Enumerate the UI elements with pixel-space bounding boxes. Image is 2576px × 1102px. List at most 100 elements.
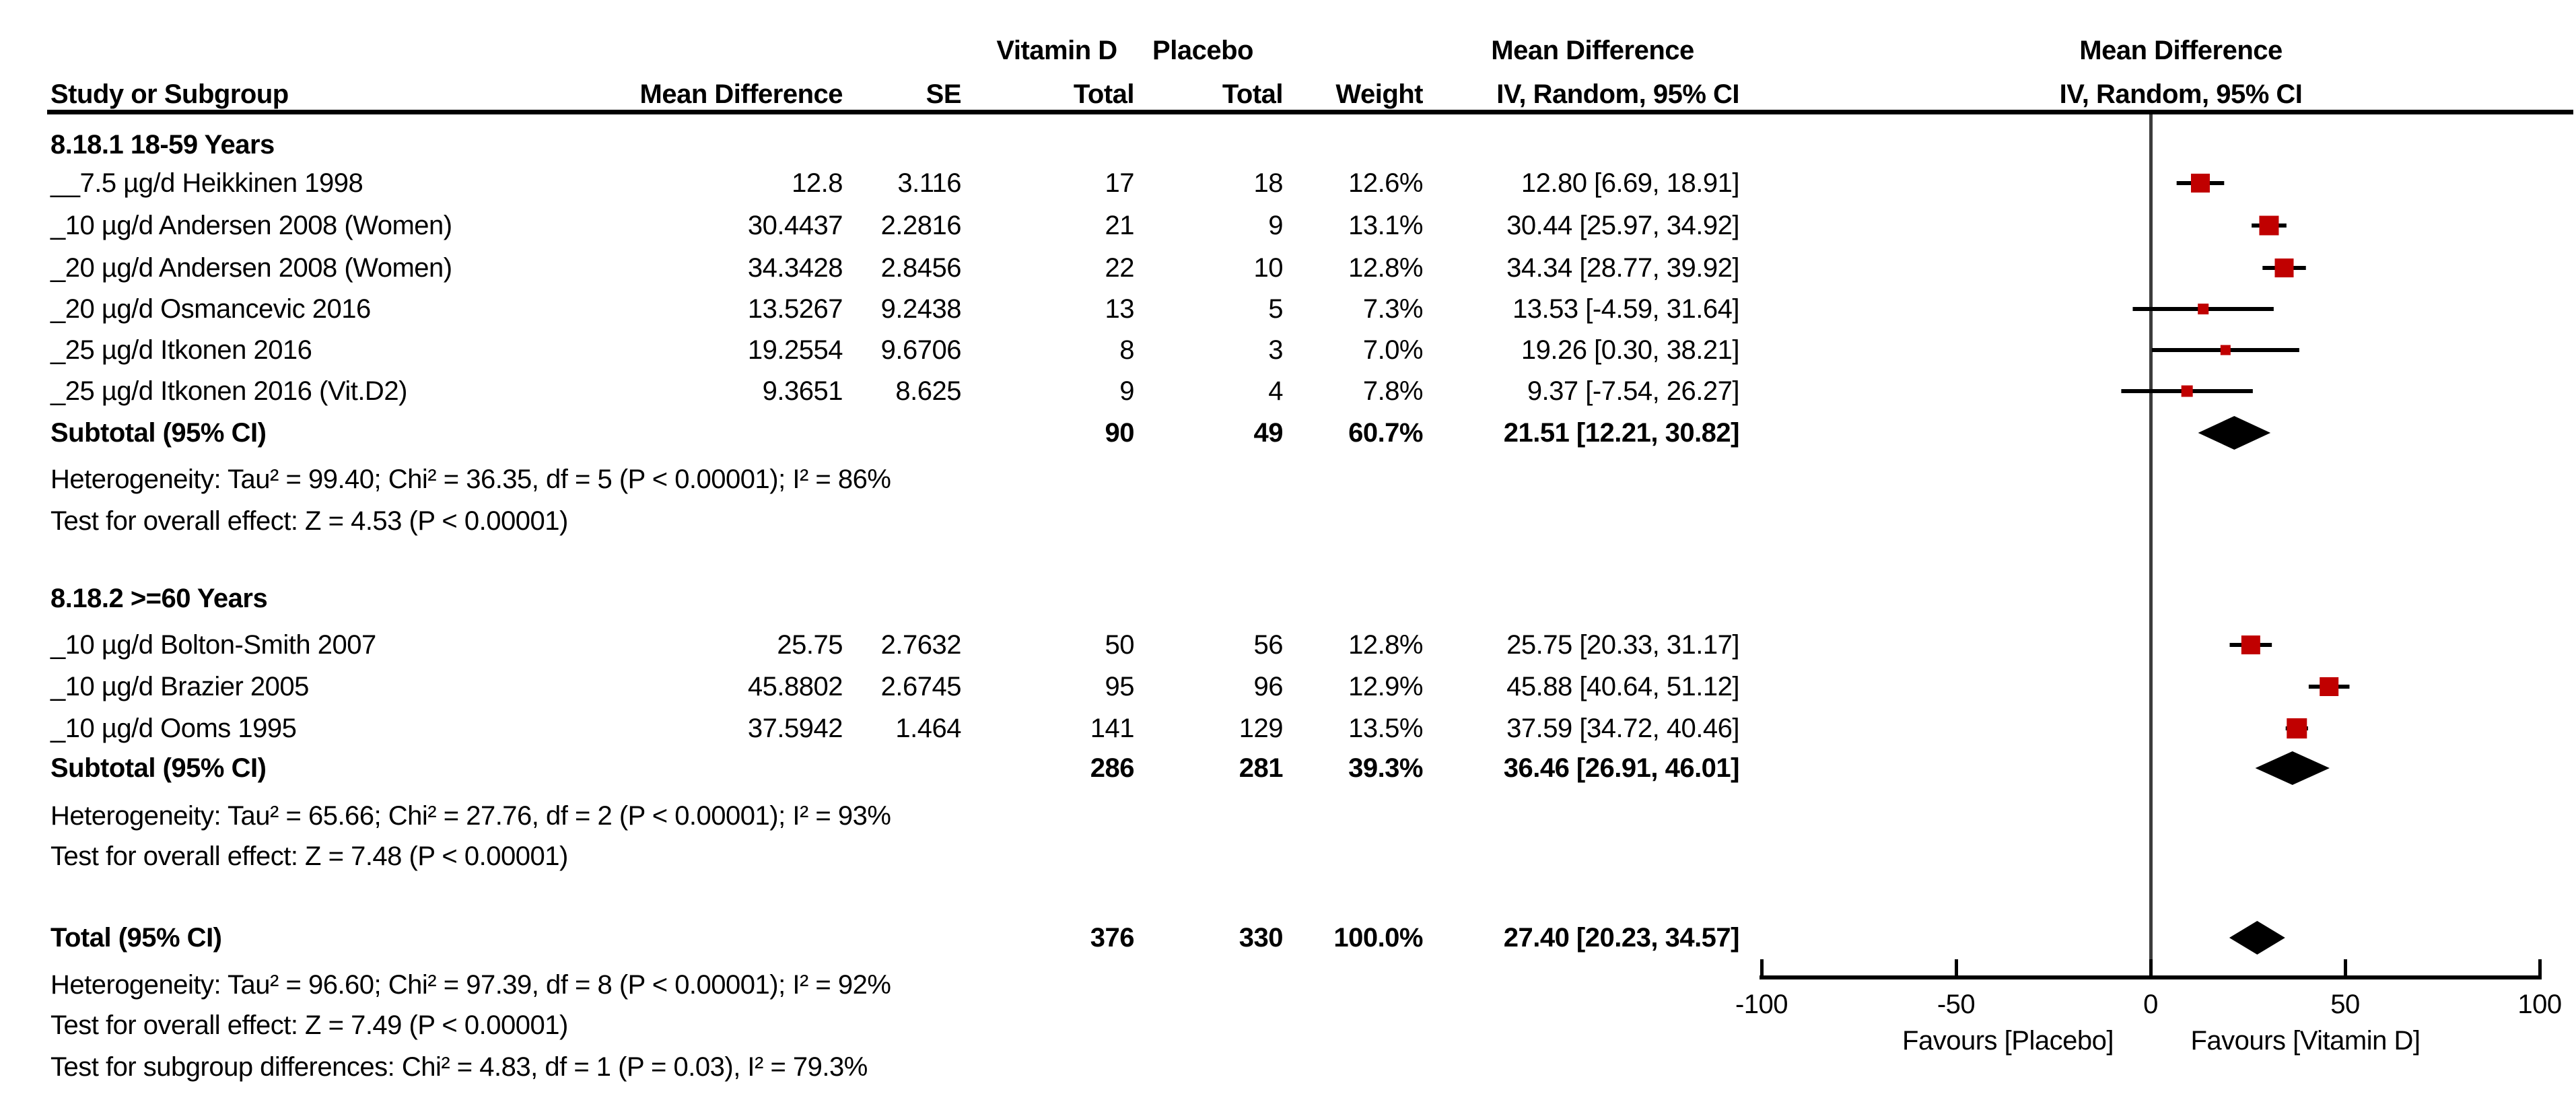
mean-difference-value: 9.3651: [762, 376, 843, 406]
zero-effect-line: [2149, 114, 2153, 975]
vitamin-d-total-value: 141: [1090, 714, 1135, 743]
effect-point-marker: [2190, 174, 2210, 193]
mean-difference-value: 19.2554: [747, 335, 843, 365]
study-label: _25 µg/d Itkonen 2016: [50, 335, 312, 365]
vitamin-d-total-value: 50: [1105, 630, 1135, 660]
vitamin-d-total-value: 8: [1119, 335, 1134, 365]
study-label: _20 µg/d Andersen 2008 (Women): [50, 253, 452, 283]
ci-text-value: 34.34 [28.77, 39.92]: [1506, 253, 1739, 283]
column-header-study: Study or Subgroup: [50, 79, 289, 109]
x-axis-line: [1760, 975, 2542, 979]
statistics-note: Test for overall effect: Z = 7.49 (P < 0…: [50, 1010, 568, 1040]
mean-difference-value: 30.4437: [747, 211, 843, 240]
study-label: _25 µg/d Itkonen 2016 (Vit.D2): [50, 376, 407, 406]
study-label: _20 µg/d Osmancevic 2016: [50, 294, 371, 324]
ci-text-value: 12.80 [6.69, 18.91]: [1521, 168, 1740, 198]
vitamin-d-total-value: 22: [1105, 253, 1135, 283]
column-header-se: SE: [926, 79, 962, 109]
statistics-note: Test for overall effect: Z = 4.53 (P < 0…: [50, 506, 568, 536]
mean-difference-value: 45.8802: [747, 672, 843, 701]
weight-value: 12.8%: [1348, 253, 1423, 283]
ci-text-value: 13.53 [-4.59, 31.64]: [1512, 294, 1739, 324]
x-axis-tick-label: 50: [2330, 990, 2360, 1019]
weight-value: 7.8%: [1362, 376, 1424, 406]
weight-value: 13.1%: [1348, 211, 1423, 240]
mean-difference-value: 25.75: [777, 630, 843, 660]
x-axis-tick: [2538, 959, 2542, 975]
placebo-total-value: 330: [1239, 923, 1284, 953]
column-group-vitamin-d: Vitamin D: [996, 36, 1117, 65]
effect-point-marker: [2259, 215, 2279, 236]
column-group-placebo: Placebo: [1152, 36, 1253, 65]
weight-value: 7.0%: [1362, 335, 1424, 365]
mean-difference-value: 37.5942: [747, 714, 843, 743]
statistics-note: Heterogeneity: Tau² = 99.40; Chi² = 36.3…: [50, 464, 891, 494]
weight-value: 13.5%: [1348, 714, 1423, 743]
placebo-total-value: 281: [1239, 753, 1284, 783]
vitamin-d-total-value: 286: [1090, 753, 1135, 783]
pooled-row-label: Subtotal (95% CI): [50, 418, 267, 448]
effect-point-marker: [2320, 677, 2339, 696]
x-axis-tick-label: 100: [2517, 990, 2562, 1019]
mean-difference-value: 34.3428: [747, 253, 843, 283]
ci-text-value: 25.75 [20.33, 31.17]: [1506, 630, 1739, 660]
pooled-diamond: [2255, 751, 2330, 785]
effect-point-marker: [2274, 259, 2294, 277]
ci-text-value: 19.26 [0.30, 38.21]: [1521, 335, 1740, 365]
se-value: 8.625: [895, 376, 961, 406]
ci-text-value: 45.88 [40.64, 51.12]: [1506, 672, 1739, 701]
effect-point-marker: [2198, 304, 2209, 314]
weight-value: 100.0%: [1333, 923, 1423, 953]
ci-text-value: 30.44 [25.97, 34.92]: [1506, 211, 1739, 240]
se-value: 9.6706: [880, 335, 962, 365]
effect-point-marker: [2241, 635, 2260, 654]
ci-text-value: 37.59 [34.72, 40.46]: [1506, 714, 1739, 743]
placebo-total-value: 18: [1253, 168, 1284, 198]
effect-point-marker: [2181, 385, 2193, 397]
study-label: __7.5 µg/d Heikkinen 1998: [50, 168, 363, 198]
subgroup-heading: 8.18.2 >=60 Years: [50, 584, 268, 613]
favours-right-label: Favours [Vitamin D]: [2190, 1026, 2421, 1056]
column-header-mean-difference-table: Mean Difference: [1491, 36, 1694, 65]
study-label: _10 µg/d Bolton-Smith 2007: [50, 630, 376, 660]
statistics-note: Test for subgroup differences: Chi² = 4.…: [50, 1052, 868, 1082]
se-value: 3.116: [897, 168, 961, 198]
subgroup-heading: 8.18.1 18-59 Years: [50, 130, 275, 160]
placebo-total-value: 56: [1253, 630, 1284, 660]
placebo-total-value: 3: [1268, 335, 1283, 365]
vitamin-d-total-value: 90: [1105, 418, 1135, 448]
x-axis-tick-label: 0: [2143, 990, 2158, 1019]
se-value: 2.8456: [880, 253, 962, 283]
placebo-total-value: 9: [1268, 211, 1283, 240]
x-axis-tick: [2149, 959, 2153, 975]
statistics-note: Heterogeneity: Tau² = 96.60; Chi² = 97.3…: [50, 970, 891, 1000]
x-axis-tick-label: -100: [1735, 990, 1788, 1019]
ci-text-value: 36.46 [26.91, 46.01]: [1503, 753, 1740, 783]
placebo-total-value: 10: [1253, 253, 1284, 283]
column-header-total-vitamin-d: Total: [1073, 79, 1135, 109]
ci-text-value: 27.40 [20.23, 34.57]: [1503, 923, 1740, 953]
ci-text-value: 9.37 [-7.54, 26.27]: [1527, 376, 1740, 406]
pooled-row-label: Total (95% CI): [50, 923, 222, 953]
x-axis-tick-label: -50: [1937, 990, 1976, 1019]
se-value: 1.464: [895, 714, 961, 743]
weight-value: 12.8%: [1348, 630, 1423, 660]
se-value: 2.6745: [880, 672, 962, 701]
column-header-total-placebo: Total: [1222, 79, 1284, 109]
placebo-total-value: 96: [1253, 672, 1284, 701]
column-header-mean-difference-plot: Mean Difference: [2079, 36, 2283, 65]
favours-left-label: Favours [Placebo]: [1902, 1026, 2114, 1056]
se-value: 9.2438: [880, 294, 962, 324]
x-axis-tick: [1760, 959, 1764, 975]
study-label: _10 µg/d Ooms 1995: [50, 714, 297, 743]
vitamin-d-total-value: 13: [1105, 294, 1135, 324]
statistics-note: Heterogeneity: Tau² = 65.66; Chi² = 27.7…: [50, 801, 891, 831]
vitamin-d-total-value: 21: [1105, 211, 1135, 240]
se-value: 2.2816: [880, 211, 962, 240]
weight-value: 7.3%: [1362, 294, 1424, 324]
column-header-md: Mean Difference: [639, 79, 843, 109]
study-label: _10 µg/d Brazier 2005: [50, 672, 309, 701]
x-axis-tick: [1955, 959, 1958, 975]
weight-value: 12.9%: [1348, 672, 1423, 701]
